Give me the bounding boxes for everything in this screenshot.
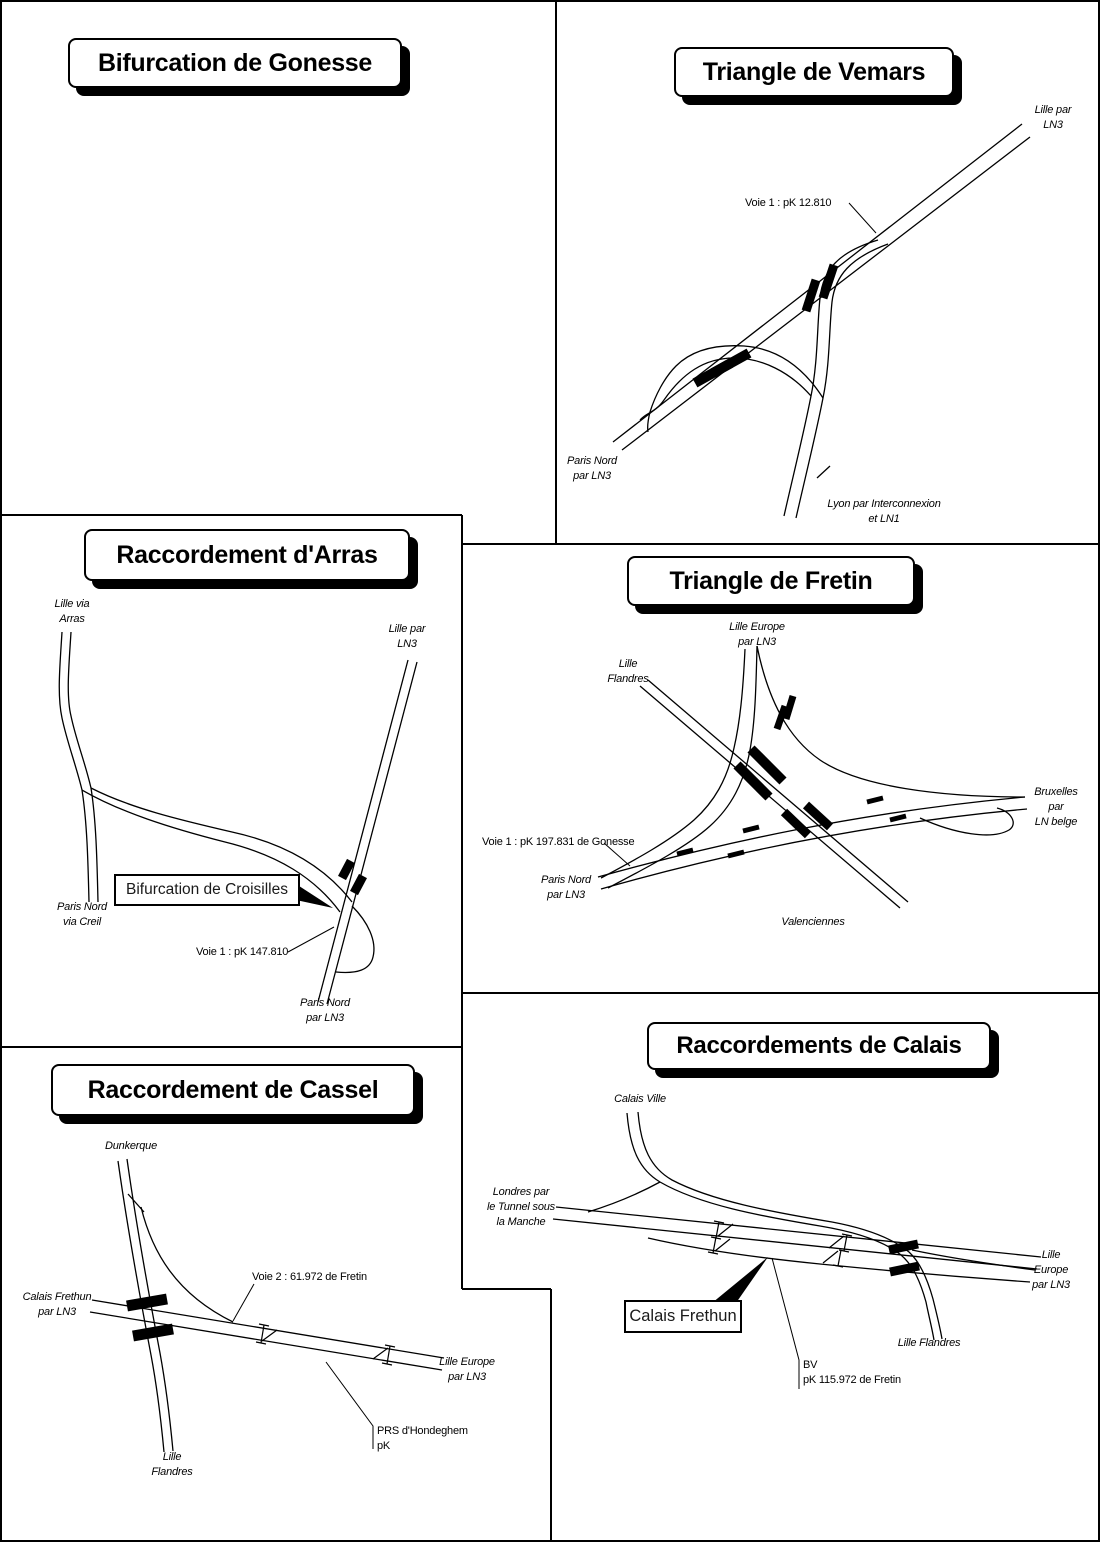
calais-tracks xyxy=(552,1111,1042,1389)
frethun-pointer xyxy=(712,1257,768,1303)
title-raccordement-de-cassel: Raccordement de Cassel xyxy=(51,1064,415,1116)
label-cassel-calais-frethun: Calais Frethun par LN3 xyxy=(22,1291,92,1318)
calais-bridges xyxy=(888,1239,920,1277)
vemars-bridges xyxy=(692,263,839,388)
label-fretin-valenciennes: Valenciennes xyxy=(781,916,845,928)
callout-calais-frethun: Calais Frethun xyxy=(624,1300,742,1333)
label-vemars-lyon: Lyon par Interconnexion et LN1 xyxy=(827,498,941,525)
label-calais-lille-europe: Lille Europe par LN3 xyxy=(1032,1249,1070,1291)
label-cassel-prs-hondeghem: PRS d'Hondeghem pK xyxy=(377,1425,468,1452)
label-cassel-lille-flandres: Lille Flandres xyxy=(151,1451,193,1478)
title-triangle-de-fretin: Triangle de Fretin xyxy=(627,556,915,606)
label-arras-lille-par-ln3: Lille par LN3 xyxy=(388,623,426,650)
label-fretin-lille-flandres: Lille Flandres xyxy=(607,658,649,685)
label-vemars-lille-par-ln3: Lille par LN3 xyxy=(1034,104,1072,131)
arras-bridges xyxy=(338,858,367,896)
cassel-station-marks xyxy=(255,1323,396,1366)
label-fretin-lille-europe: Lille Europe par LN3 xyxy=(729,621,785,648)
label-cassel-dunkerque: Dunkerque xyxy=(104,1140,158,1152)
calais-station-marks xyxy=(707,1220,853,1268)
label-vemars-paris-nord: Paris Nord par LN3 xyxy=(567,455,617,482)
fretin-tracks xyxy=(597,645,1028,909)
label-arras-voie1-pk: Voie 1 : pK 147.810 xyxy=(196,946,289,958)
title-triangle-de-vemars: Triangle de Vemars xyxy=(674,47,954,97)
arras-tracks xyxy=(58,631,418,1005)
vemars-tracks xyxy=(612,123,1031,519)
title-raccordement-d-arras: Raccordement d'Arras xyxy=(84,529,410,581)
title-bifurcation-de-gonesse: Bifurcation de Gonesse xyxy=(68,38,402,88)
label-cassel-lille-europe: Lille Europe par LN3 xyxy=(439,1356,495,1383)
label-calais-lille-flandres: Lille Flandres xyxy=(897,1337,961,1349)
label-arras-paris-nord-via-creil: Paris Nord via Creil xyxy=(57,901,107,928)
cassel-bridges xyxy=(126,1293,174,1342)
label-arras-lille-via-arras: Lille via Arras xyxy=(54,598,90,625)
fretin-bridges xyxy=(676,694,907,859)
label-calais-calais-ville: Calais Ville xyxy=(614,1093,666,1105)
label-fretin-bruxelles: Bruxelles par LN belge xyxy=(1034,786,1078,828)
label-cassel-voie2: Voie 2 : 61.972 de Fretin xyxy=(252,1271,367,1283)
label-fretin-voie1-pk: Voie 1 : pK 197.831 de Gonesse xyxy=(482,836,635,848)
label-calais-bv-pk: BV pK 115.972 de Fretin xyxy=(803,1359,901,1386)
label-vemars-voie1-pk: Voie 1 : pK 12.810 xyxy=(745,197,832,209)
croisilles-pointer xyxy=(296,884,333,908)
label-calais-londres: Londres par le Tunnel sous la Manche xyxy=(487,1186,555,1228)
label-arras-paris-nord-par-ln3: Paris Nord par LN3 xyxy=(300,997,350,1024)
label-fretin-paris-nord: Paris Nord par LN3 xyxy=(541,874,591,901)
callout-bifurcation-de-croisilles: Bifurcation de Croisilles xyxy=(114,874,300,906)
title-raccordements-de-calais: Raccordements de Calais xyxy=(647,1022,991,1070)
